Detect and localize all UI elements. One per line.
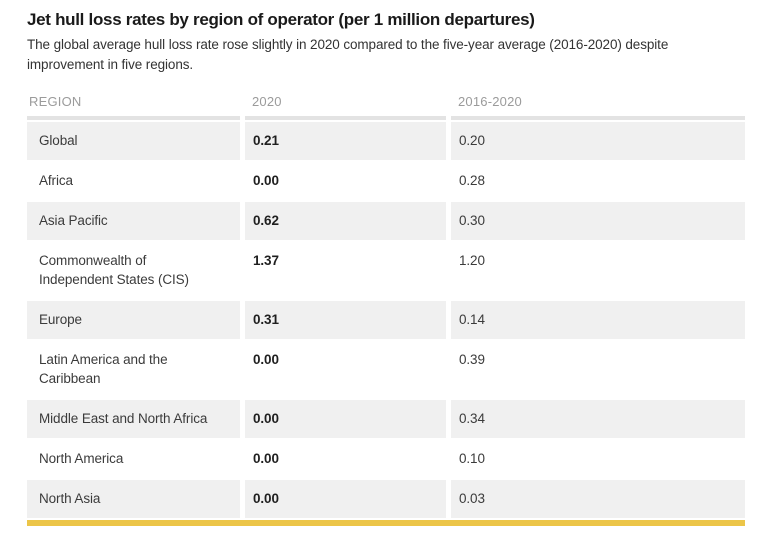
region-cell: Global: [27, 122, 240, 160]
value-2016-2020-cell: 0.39: [451, 341, 745, 398]
region-cell: Africa: [27, 162, 240, 200]
value-2016-2020-cell: 1.20: [451, 242, 745, 299]
value-2016-2020-cell: 0.14: [451, 301, 745, 339]
column-header-2016-2020: 2016-2020: [458, 94, 522, 109]
region-cell: Commonwealth of Independent States (CIS): [27, 242, 240, 299]
value-2016-2020-cell: 0.20: [451, 122, 745, 160]
region-cell: North Asia: [27, 480, 240, 518]
value-2020-cell: 0.00: [245, 440, 446, 478]
value-2020-cell: 0.00: [245, 162, 446, 200]
table-header-row: REGION 2020 2016-2020: [27, 94, 745, 110]
page-title: Jet hull loss rates by region of operato…: [27, 10, 535, 29]
region-cell: Asia Pacific: [27, 202, 240, 240]
figure: Jet hull loss rates by region of operato…: [27, 10, 745, 526]
value-2020-cell: 0.00: [245, 400, 446, 438]
value-2016-2020-cell: 0.03: [451, 480, 745, 518]
value-2016-2020-cell: 0.28: [451, 162, 745, 200]
region-cell: Middle East and North Africa: [27, 400, 240, 438]
column-header-region: REGION: [29, 94, 82, 109]
table-body: Global 0.21 0.20 Africa 0.00 0.28 Asia Pacific…: [27, 122, 745, 518]
value-2020-cell: 0.21: [245, 122, 446, 160]
value-2016-2020-cell: 0.34: [451, 400, 745, 438]
accent-bar: [27, 520, 745, 526]
region-cell: North America: [27, 440, 240, 478]
header-rule-segment: [27, 116, 240, 120]
header-rule-segment: [245, 116, 446, 120]
table-header-rule: [27, 116, 745, 120]
value-2020-cell: 0.00: [245, 341, 446, 398]
value-2016-2020-cell: 0.10: [451, 440, 745, 478]
value-2020-cell: 0.62: [245, 202, 446, 240]
page-subtitle: The global average hull loss rate rose s…: [27, 37, 669, 72]
region-cell: Latin America and the Caribbean: [27, 341, 240, 398]
value-2020-cell: 0.31: [245, 301, 446, 339]
value-2020-cell: 1.37: [245, 242, 446, 299]
header-rule-segment: [451, 116, 745, 120]
value-2016-2020-cell: 0.30: [451, 202, 745, 240]
region-cell: Europe: [27, 301, 240, 339]
column-header-2020: 2020: [252, 94, 282, 109]
value-2020-cell: 0.00: [245, 480, 446, 518]
